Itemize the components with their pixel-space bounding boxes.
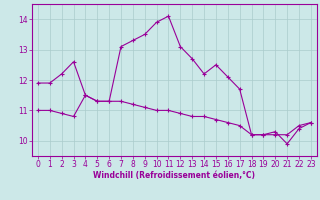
X-axis label: Windchill (Refroidissement éolien,°C): Windchill (Refroidissement éolien,°C) [93, 171, 255, 180]
